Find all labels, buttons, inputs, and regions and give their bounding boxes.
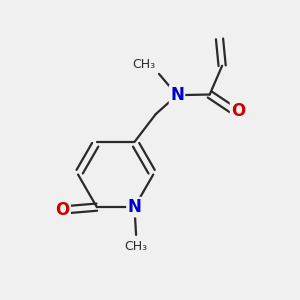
Text: N: N <box>128 198 141 216</box>
Text: CH₃: CH₃ <box>133 58 156 70</box>
Text: CH₃: CH₃ <box>124 240 148 253</box>
Text: N: N <box>170 86 184 104</box>
Text: O: O <box>231 102 245 120</box>
Text: O: O <box>56 201 70 219</box>
